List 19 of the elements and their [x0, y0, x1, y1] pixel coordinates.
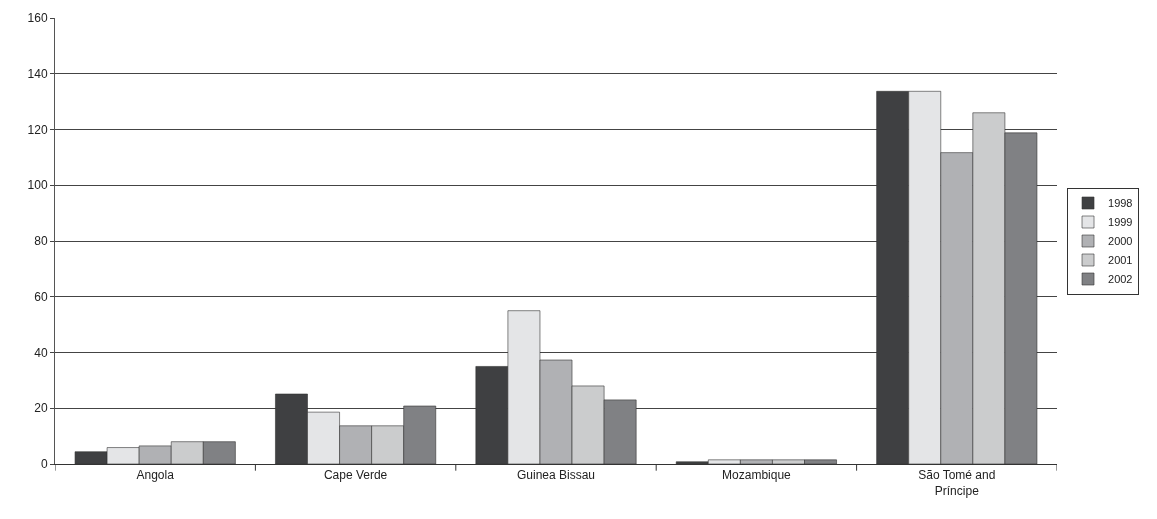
y-tick-label: 160	[27, 11, 48, 26]
x-tick-label: Guinea Bissau	[516, 468, 596, 483]
y-tick-label: 120	[27, 122, 48, 137]
legend-label: 2002	[1108, 273, 1133, 286]
y-tick-label: 60	[34, 289, 48, 304]
x-tick-label: Cape Verde	[323, 468, 388, 483]
y-tick-label: 0	[40, 457, 48, 472]
y-tick-label: 40	[34, 345, 48, 360]
legend-label: 1998	[1108, 197, 1133, 210]
y-tick-label: 100	[27, 178, 48, 193]
y-tick-label: 20	[34, 401, 48, 416]
legend-label: 2000	[1108, 235, 1133, 248]
x-tick-label: São Tomé and Príncipe	[918, 468, 996, 498]
x-tick-label: Mozambique	[722, 468, 792, 483]
legend-label: 1999	[1108, 216, 1133, 229]
legend-label: 2001	[1108, 254, 1133, 267]
y-tick-label: 80	[34, 234, 48, 249]
y-tick-label: 140	[27, 66, 48, 81]
x-tick-label: Angola	[136, 468, 175, 483]
